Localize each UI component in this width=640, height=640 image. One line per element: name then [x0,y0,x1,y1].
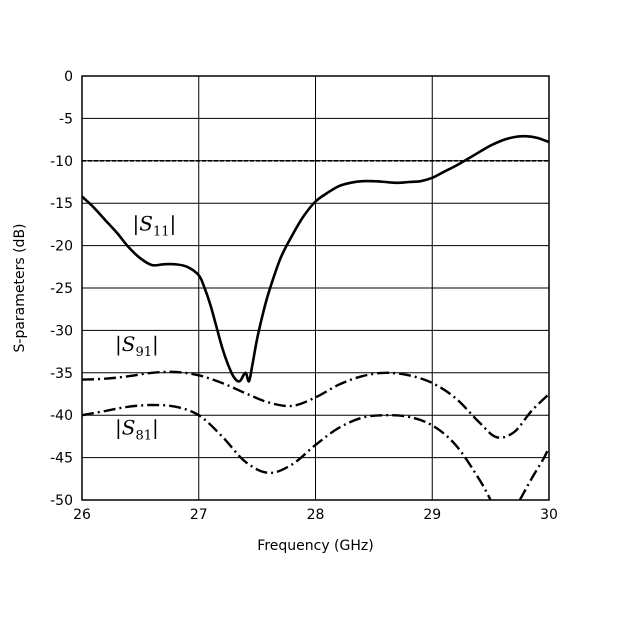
y-tick-label: -20 [50,239,73,255]
y-tick-label: -50 [50,493,73,509]
y-axis-title: S-parameters (dB) [12,223,28,352]
y-tick-label: -45 [50,451,73,467]
series-line-s81 [81,403,492,501]
x-tick-label: 27 [190,507,208,523]
curve-label-s11: |S11| [133,211,177,239]
x-tick-label: 29 [423,507,441,523]
y-tick-label: -35 [50,366,73,382]
series-line-tail3 [518,446,551,501]
series-group [81,134,551,501]
y-tick-label: -10 [50,154,73,170]
series-line-s91 [81,370,550,439]
tick-labels: 26 27 28 29 30 0 -5 -10 -15 -20 -25 -30 -35 -40 -45 -50 [50,69,558,523]
y-tick-label: -15 [50,196,73,212]
x-tick-label: 26 [73,507,91,523]
curve-labels: |S11| |S91| |S81| [115,211,176,443]
x-axis-title: Frequency (GHz) [257,538,373,554]
series-line-s11 [81,134,550,383]
grid [81,75,550,501]
y-tick-label: -30 [50,323,73,339]
x-tick-label: 30 [540,507,558,523]
x-tick-label: 28 [307,507,325,523]
y-tick-label: -25 [50,281,73,297]
y-tick-label: -5 [59,111,73,127]
curve-label-s81: |S81| [115,416,159,444]
y-tick-label: -40 [50,408,73,424]
y-tick-label: 0 [64,69,73,85]
curve-label-s91: |S91| [115,332,159,360]
plot-frame [81,75,550,501]
